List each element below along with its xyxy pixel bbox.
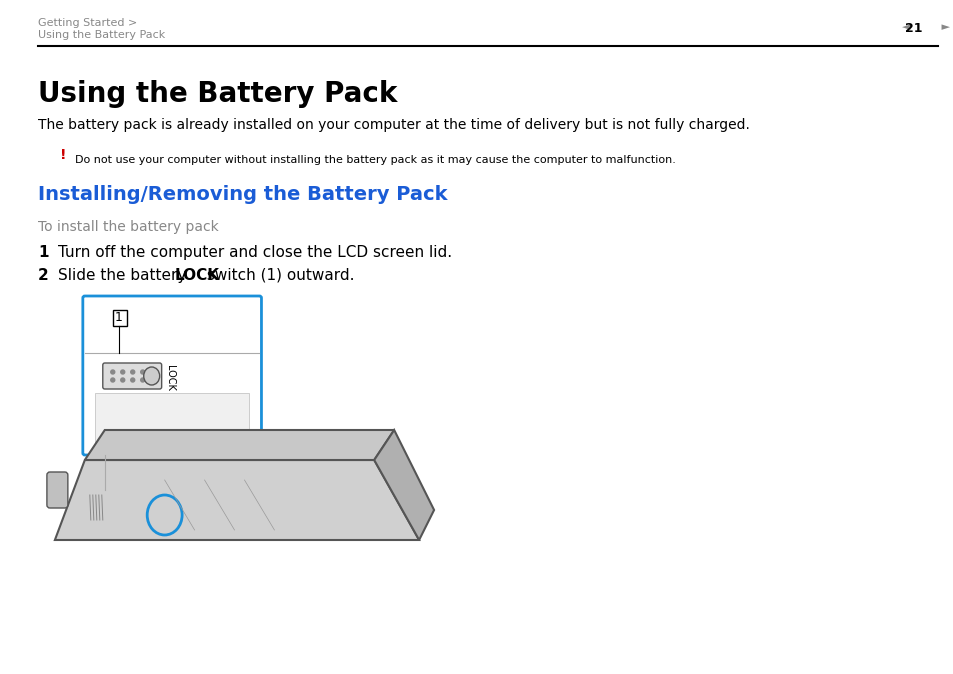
- Ellipse shape: [144, 367, 159, 385]
- Text: !: !: [60, 148, 67, 162]
- Circle shape: [111, 370, 114, 374]
- Text: Using the Battery Pack: Using the Battery Pack: [38, 30, 165, 40]
- Text: To install the battery pack: To install the battery pack: [38, 220, 218, 234]
- Polygon shape: [85, 430, 394, 460]
- Text: LOCK: LOCK: [174, 268, 219, 283]
- Text: 21: 21: [904, 22, 922, 35]
- Circle shape: [140, 370, 145, 374]
- Circle shape: [131, 378, 134, 382]
- Circle shape: [140, 378, 145, 382]
- Circle shape: [111, 378, 114, 382]
- Text: switch (1) outward.: switch (1) outward.: [202, 268, 354, 283]
- Polygon shape: [374, 430, 434, 540]
- Circle shape: [121, 378, 125, 382]
- FancyBboxPatch shape: [47, 472, 68, 508]
- Text: 1: 1: [114, 311, 123, 324]
- FancyBboxPatch shape: [83, 296, 261, 455]
- Text: Using the Battery Pack: Using the Battery Pack: [38, 80, 396, 108]
- Text: ►: ►: [937, 22, 949, 32]
- Text: Slide the battery: Slide the battery: [58, 268, 191, 283]
- FancyBboxPatch shape: [103, 363, 161, 389]
- Text: Do not use your computer without installing the battery pack as it may cause the: Do not use your computer without install…: [74, 155, 675, 165]
- Text: 1: 1: [38, 245, 49, 260]
- Circle shape: [131, 370, 134, 374]
- Text: 2: 2: [38, 268, 49, 283]
- Bar: [94, 393, 250, 443]
- Text: Turn off the computer and close the LCD screen lid.: Turn off the computer and close the LCD …: [58, 245, 452, 260]
- Circle shape: [121, 370, 125, 374]
- Bar: [112, 310, 127, 326]
- Text: The battery pack is already installed on your computer at the time of delivery b: The battery pack is already installed on…: [38, 118, 749, 132]
- Text: LOCK: LOCK: [165, 365, 174, 391]
- Text: Installing/Removing the Battery Pack: Installing/Removing the Battery Pack: [38, 185, 447, 204]
- Text: Getting Started >: Getting Started >: [38, 18, 137, 28]
- Text: ◄: ◄: [902, 22, 913, 32]
- Polygon shape: [55, 460, 418, 540]
